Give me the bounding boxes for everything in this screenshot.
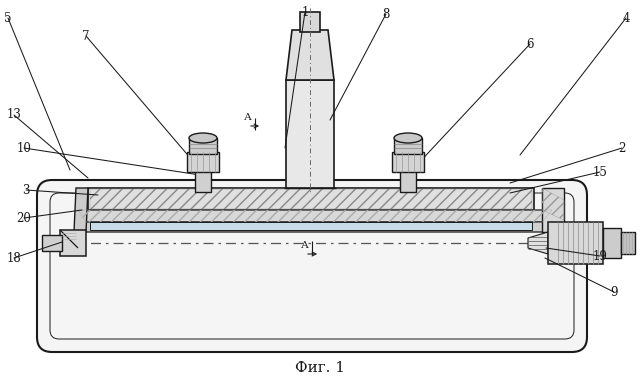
Bar — [88, 188, 534, 210]
Bar — [187, 152, 219, 172]
Text: А: А — [301, 241, 309, 251]
Ellipse shape — [394, 133, 422, 143]
Text: А: А — [244, 113, 252, 122]
Bar — [300, 12, 320, 32]
Text: 13: 13 — [6, 108, 21, 122]
Text: 9: 9 — [611, 285, 618, 299]
Text: 5: 5 — [4, 11, 12, 25]
Bar — [400, 170, 416, 192]
Bar — [621, 232, 635, 254]
Text: 8: 8 — [382, 8, 390, 20]
Text: Фиг. 1: Фиг. 1 — [295, 361, 345, 375]
Bar — [42, 235, 62, 251]
Polygon shape — [74, 188, 88, 232]
Polygon shape — [528, 232, 548, 254]
Bar — [189, 138, 217, 154]
Bar — [603, 228, 621, 258]
Polygon shape — [78, 210, 552, 222]
Bar — [90, 189, 532, 209]
Text: 4: 4 — [622, 11, 630, 25]
Text: 18: 18 — [6, 252, 21, 265]
Text: 6: 6 — [526, 38, 534, 50]
Text: 20: 20 — [17, 211, 31, 224]
Text: 7: 7 — [83, 30, 90, 42]
Bar — [90, 222, 532, 230]
FancyBboxPatch shape — [37, 180, 587, 352]
Text: 10: 10 — [17, 141, 31, 155]
Bar — [548, 222, 603, 264]
Text: 2: 2 — [618, 141, 626, 155]
Bar — [60, 230, 86, 256]
Text: 15: 15 — [593, 166, 607, 179]
Polygon shape — [286, 80, 334, 188]
Bar — [394, 138, 422, 154]
Bar — [392, 152, 424, 172]
Polygon shape — [76, 222, 554, 232]
Polygon shape — [286, 30, 334, 80]
Text: 3: 3 — [22, 183, 29, 196]
Bar — [195, 170, 211, 192]
Polygon shape — [542, 188, 564, 232]
Ellipse shape — [189, 133, 217, 143]
Text: 1: 1 — [301, 6, 308, 19]
Text: 19: 19 — [593, 249, 607, 263]
